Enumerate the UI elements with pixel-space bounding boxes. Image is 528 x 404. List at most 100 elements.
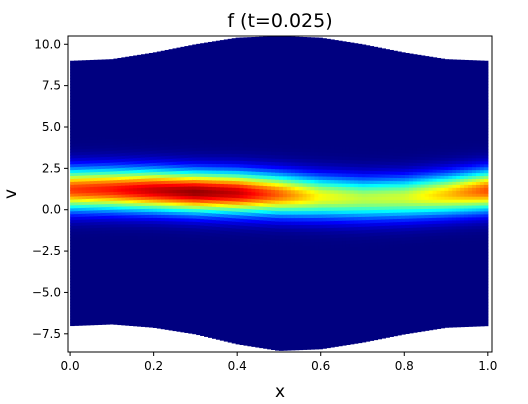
heatmap-cell — [215, 146, 221, 151]
heatmap-cell — [125, 80, 130, 85]
heatmap-cell — [243, 40, 249, 45]
heatmap-cell — [168, 295, 174, 300]
heatmap-cell — [239, 54, 245, 59]
heatmap-cell — [243, 293, 249, 298]
heatmap-cell — [85, 95, 91, 99]
heatmap-cell — [172, 76, 178, 81]
heatmap-cell — [85, 289, 91, 294]
heatmap-cell — [184, 166, 189, 171]
heatmap-cell — [70, 184, 75, 188]
heatmap-cell — [204, 205, 209, 210]
heatmap-cell — [188, 166, 193, 171]
heatmap-cell — [211, 163, 217, 168]
heatmap-cell — [133, 298, 138, 303]
heatmap-cell — [184, 100, 189, 104]
heatmap-cell — [208, 258, 213, 263]
heatmap-cell — [121, 271, 126, 275]
heatmap-cell — [204, 238, 209, 243]
heatmap-cell — [152, 168, 158, 173]
heatmap-cell — [184, 151, 189, 155]
heatmap-cell — [176, 145, 182, 150]
heatmap-cell — [117, 176, 122, 180]
heatmap-cell — [77, 142, 83, 147]
heatmap-cell — [235, 228, 241, 233]
heatmap-cell — [188, 147, 193, 152]
heatmap-cell — [267, 157, 272, 162]
heatmap-cell — [172, 139, 178, 144]
heatmap-cell — [93, 142, 99, 146]
heatmap-cell — [74, 128, 79, 132]
heatmap-cell — [231, 224, 237, 229]
heatmap-cell — [196, 276, 201, 281]
heatmap-cell — [282, 297, 288, 302]
heatmap-cell — [97, 94, 103, 99]
heatmap-cell — [227, 237, 233, 242]
heatmap-cell — [247, 301, 252, 306]
heatmap-cell — [113, 76, 118, 80]
heatmap-cell — [259, 178, 264, 183]
heatmap-cell — [271, 227, 276, 232]
heatmap-cell — [227, 224, 233, 229]
heatmap-cell — [251, 256, 256, 261]
heatmap-cell — [137, 112, 142, 116]
heatmap-cell — [196, 89, 201, 93]
heatmap-cell — [77, 181, 83, 185]
heatmap-cell — [168, 148, 174, 153]
heatmap-cell — [160, 152, 166, 157]
heatmap-cell — [74, 219, 79, 223]
heatmap-cell — [168, 192, 174, 197]
heatmap-cell — [282, 290, 288, 295]
heatmap-cell — [133, 58, 138, 63]
heatmap-cell — [211, 249, 217, 254]
heatmap-cell — [97, 265, 103, 270]
heatmap-cell — [164, 260, 170, 265]
heatmap-cell — [227, 328, 233, 333]
heatmap-cell — [278, 346, 284, 351]
heatmap-cell — [271, 161, 276, 166]
heatmap-cell — [172, 176, 178, 181]
heatmap-cell — [97, 321, 103, 325]
heatmap-cell — [184, 49, 189, 54]
heatmap-cell — [282, 95, 288, 100]
heatmap-cell — [188, 195, 193, 200]
heatmap-cell — [156, 284, 162, 289]
heatmap-cell — [271, 262, 276, 267]
heatmap-cell — [188, 294, 193, 299]
heatmap-cell — [81, 277, 87, 282]
heatmap-cell — [141, 259, 146, 264]
heatmap-cell — [263, 330, 268, 335]
heatmap-cell — [176, 217, 182, 222]
heatmap-cell — [97, 277, 103, 281]
heatmap-cell — [211, 285, 217, 290]
heatmap-cell — [251, 260, 256, 265]
heatmap-cell — [192, 282, 197, 287]
heatmap-cell — [85, 292, 91, 297]
heatmap-cell — [176, 75, 182, 80]
heatmap-cell — [81, 110, 87, 114]
heatmap-cell — [247, 85, 252, 90]
heatmap-cell — [70, 178, 75, 182]
heatmap-cell — [101, 291, 107, 296]
heatmap-cell — [176, 280, 182, 285]
heatmap-cell — [255, 122, 260, 128]
heatmap-cell — [271, 241, 276, 246]
heatmap-cell — [117, 259, 122, 263]
heatmap-cell — [70, 154, 75, 159]
heatmap-cell — [176, 268, 182, 272]
heatmap-cell — [89, 65, 95, 70]
heatmap-cell — [243, 259, 249, 264]
heatmap-cell — [235, 279, 241, 284]
heatmap-cell — [137, 100, 142, 104]
heatmap-cell — [93, 92, 99, 96]
heatmap-cell — [172, 57, 178, 62]
heatmap-cell — [93, 268, 99, 273]
heatmap-cell — [204, 189, 209, 194]
heatmap-cell — [160, 87, 166, 92]
heatmap-cell — [259, 313, 264, 318]
heatmap-cell — [176, 277, 182, 282]
heatmap-cell — [105, 124, 111, 128]
heatmap-cell — [196, 50, 201, 55]
heatmap-cell — [117, 226, 122, 231]
heatmap-cell — [89, 180, 95, 185]
heatmap-cell — [144, 272, 150, 276]
